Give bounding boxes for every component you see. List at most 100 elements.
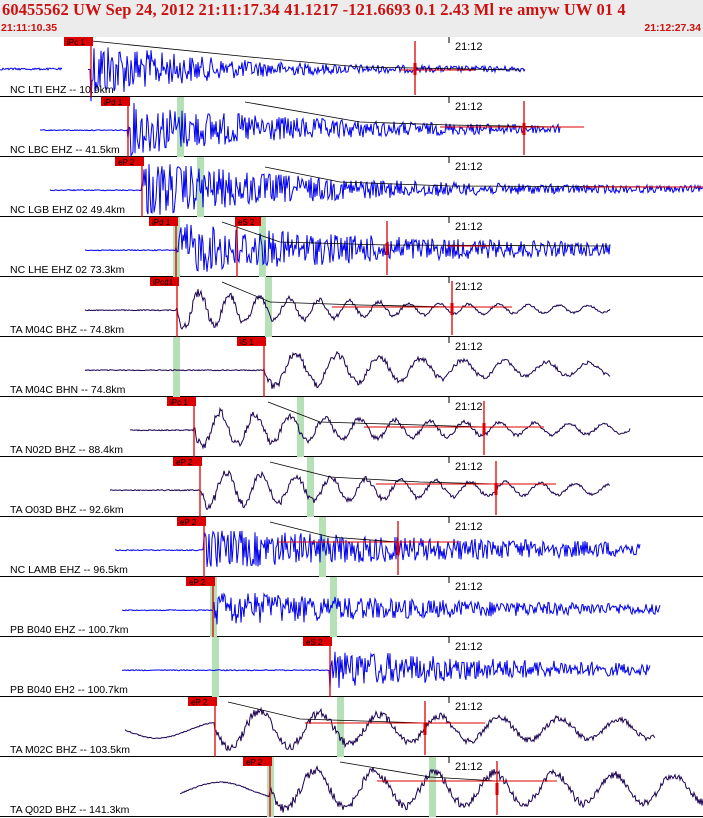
coda-fit-line — [269, 521, 399, 543]
amplitude-marker — [413, 63, 417, 75]
minute-mark-label: 21:12 — [455, 641, 483, 653]
pick-flag — [303, 637, 332, 646]
channel-label: TA M04C BHZ -- 74.8km — [10, 324, 124, 336]
minute-mark-label: 21:12 — [455, 41, 483, 53]
pick-flag — [235, 217, 261, 226]
pick-flag — [115, 157, 144, 166]
coda-fit-line — [264, 166, 703, 188]
coda-fit-line — [244, 101, 561, 128]
event-header: 60455562 UW Sep 24, 2012 21:11:17.34 41.… — [0, 0, 703, 37]
trace-row: 21:12 iPd 1 eS 2 NC LHE EHZ 02 73.3km — [0, 217, 703, 277]
amplitude-marker — [482, 423, 486, 435]
pick-flag — [243, 757, 272, 766]
channel-label: PB B040 EHZ -- 100.7km — [10, 624, 129, 636]
pick-label: eS 2 — [238, 218, 255, 227]
channel-label: TA O03D BHZ -- 92.6km — [10, 504, 124, 516]
waveform — [129, 406, 631, 450]
pick-flag — [173, 457, 202, 466]
channel-label: TA M02C BHZ -- 103.5km — [10, 744, 130, 756]
pick-flag — [64, 37, 93, 46]
amplitude-marker — [423, 723, 427, 735]
waveform — [114, 530, 641, 567]
minute-mark-label: 21:12 — [455, 401, 483, 413]
amplitude-marker — [495, 783, 499, 795]
trace-row: 21:12 eP 2 TA Q02D BHZ -- 141.3km — [0, 757, 703, 817]
phase-marker — [307, 457, 314, 517]
trace-row: 21:12 eP 2 TA M02C BHZ -- 103.5km — [0, 697, 703, 757]
pick-label: eP 2 — [191, 698, 208, 707]
phase-marker — [197, 157, 204, 217]
phase-marker — [177, 97, 184, 157]
phase-marker — [297, 397, 304, 457]
amplitude-marker — [385, 243, 389, 255]
minute-mark-label: 21:12 — [455, 101, 483, 113]
pick-label: eS 2 — [306, 638, 323, 647]
pick-flag — [188, 697, 217, 706]
channel-label: NC LBC EHZ -- 41.5km — [10, 144, 120, 156]
trace-row: 21:12 iPd 1 NC LBC EHZ -- 41.5km — [0, 97, 703, 157]
pick-label: iPc 1 — [170, 398, 188, 407]
pick-label: eP 2 — [246, 758, 263, 767]
pick-label: eP 2 — [189, 578, 206, 587]
waveform — [87, 47, 526, 102]
channel-label: NC LGB EHZ 02 49.4km — [10, 204, 125, 216]
channel-label: NC LAMB EHZ -- 96.5km — [10, 564, 128, 576]
coda-fit-line — [221, 281, 453, 308]
coda-fit-line — [339, 761, 498, 782]
minute-mark-label: 21:12 — [455, 341, 483, 353]
minute-mark-label: 21:12 — [455, 161, 483, 173]
trace-row: 21:12 eS 2 PB B040 EH2 -- 100.7km — [0, 637, 703, 697]
coda-fit-line — [227, 701, 426, 724]
trace-row: 21:12 iPcd1 TA M04C BHZ -- 74.8km — [0, 277, 703, 337]
pick-flag — [186, 577, 215, 586]
trace-row: 21:12 eP 2 NC LGB EHZ 02 49.4km — [0, 157, 703, 217]
waveform — [84, 289, 611, 330]
coda-fit-line — [91, 40, 521, 71]
coda-fit-line — [267, 401, 485, 428]
minute-mark-label: 21:12 — [455, 221, 483, 233]
end-time-label: 21:12:27.34 — [644, 22, 701, 34]
pick-label: eP 2 — [118, 158, 135, 167]
channel-label: TA Q02D BHZ -- 141.3km — [10, 804, 130, 816]
waveform — [109, 469, 611, 511]
minute-mark-label: 21:12 — [455, 761, 483, 773]
channel-label: NC LTI EHZ -- 10.9km — [10, 84, 114, 96]
trace-row: 21:12 eP 2 TA O03D BHZ -- 92.6km — [0, 457, 703, 517]
trace-row: 21:12 eP 2 PB B040 EHZ -- 100.7km — [0, 577, 703, 637]
waveform — [84, 350, 611, 390]
channel-label: NC LHE EHZ 02 73.3km — [10, 264, 125, 276]
waveform — [124, 706, 656, 752]
amplitude-marker — [494, 483, 498, 495]
channel-label: TA M04C BHN -- 74.8km — [10, 384, 126, 396]
pick-label: iS 1 — [240, 338, 254, 347]
pick-label: eP 2 — [176, 458, 193, 467]
phase-marker — [330, 577, 337, 637]
start-time-label: 21:11:10.35 — [1, 22, 58, 34]
trace-row: 21:12 iPc 1 NC LTI EHZ -- 10.9km — [0, 37, 703, 102]
trace-row: 21:12 iPc 1 TA N02D BHZ -- 88.4km — [0, 397, 703, 457]
amplitude-marker — [396, 543, 400, 555]
phase-marker — [212, 637, 219, 697]
pick-flag — [167, 397, 196, 406]
waveform — [122, 651, 651, 689]
waveform — [179, 765, 703, 813]
channel-label: TA N02D BHZ -- 88.4km — [10, 444, 123, 456]
pick-flag — [150, 277, 179, 286]
trace-panel[interactable]: 21:12 iPc 1 NC LTI EHZ -- 10.9km 21:12 iPd 1… — [0, 37, 703, 818]
phase-marker — [337, 697, 344, 757]
pick-label: eP 2 — [180, 518, 197, 527]
pick-flag — [149, 217, 178, 226]
coda-fit-line — [269, 461, 497, 485]
pick-label: iPc 1 — [67, 38, 85, 47]
pick-flag — [177, 517, 206, 526]
pick-flag — [101, 97, 130, 106]
channel-label: PB B040 EH2 -- 100.7km — [10, 684, 128, 696]
minute-mark-label: 21:12 — [455, 521, 483, 533]
pick-flag — [237, 337, 266, 346]
minute-mark-label: 21:12 — [455, 581, 483, 593]
pick-label: iPd 1 — [152, 218, 171, 227]
waveform — [39, 102, 561, 157]
pick-label: iPcd1 — [153, 278, 174, 287]
phase-marker — [265, 277, 272, 337]
